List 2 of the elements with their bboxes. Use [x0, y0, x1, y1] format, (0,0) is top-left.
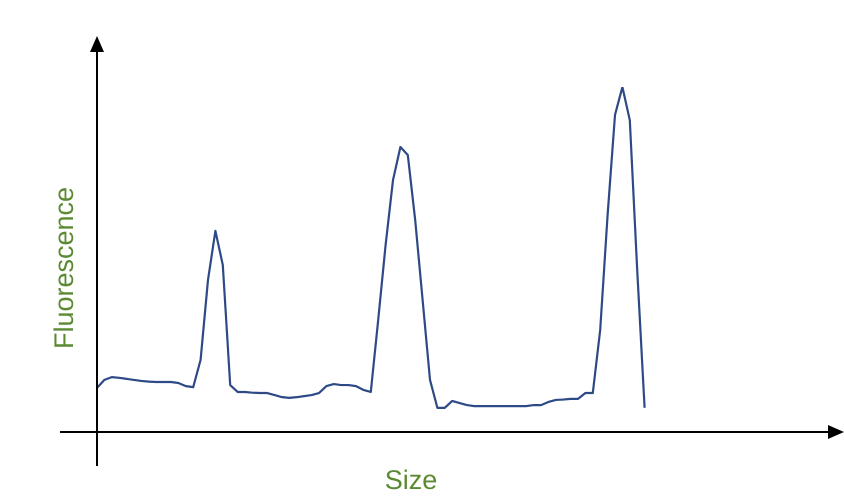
x-axis-title: Size	[384, 465, 438, 496]
y-axis-title: Fluorescence	[49, 186, 80, 350]
